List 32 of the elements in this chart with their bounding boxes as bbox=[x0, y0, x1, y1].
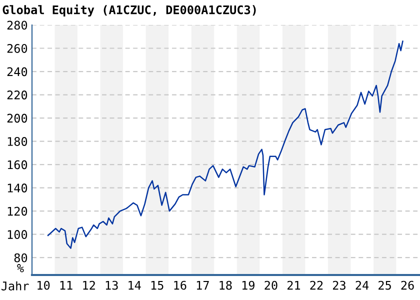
y-tick-label: 80 bbox=[14, 253, 28, 262]
x-tick-label: 19 bbox=[242, 280, 254, 290]
x-tick-label: 18 bbox=[220, 280, 232, 290]
x-axis-title: Jahr bbox=[1, 281, 29, 290]
x-tick-label: 15 bbox=[151, 280, 164, 290]
chart-title: Global Equity (A1CZUC, DE000A1CZUC3) bbox=[2, 4, 256, 17]
y-tick-label: 160 bbox=[8, 160, 28, 170]
y-axis-title: % bbox=[17, 264, 24, 272]
x-tick-label: 16 bbox=[174, 280, 186, 290]
x-tick-label: 14 bbox=[128, 280, 141, 290]
line-series bbox=[47, 40, 404, 249]
x-tick-label: 11 bbox=[60, 280, 72, 290]
x-tick-label: 21 bbox=[287, 280, 300, 290]
x-tick-label: 12 bbox=[83, 280, 95, 290]
x-tick-label: 24 bbox=[356, 280, 369, 290]
y-tick-label: 140 bbox=[8, 184, 28, 192]
x-tick-label: 13 bbox=[106, 280, 118, 290]
y-tick-label: 100 bbox=[8, 230, 28, 239]
x-tick-label: 26 bbox=[401, 280, 414, 290]
x-tick-label: 17 bbox=[196, 280, 209, 290]
x-tick-label: 10 bbox=[38, 280, 50, 290]
y-tick-label: 200 bbox=[7, 114, 28, 123]
y-tick-label: 120 bbox=[8, 206, 28, 216]
y-tick-label: 240 bbox=[7, 67, 28, 76]
y-tick-label: 220 bbox=[7, 90, 28, 100]
x-tick-label: 25 bbox=[378, 280, 391, 290]
x-tick-label: 20 bbox=[264, 280, 278, 290]
x-tick-label: 22 bbox=[310, 280, 323, 290]
y-tick-label: 260 bbox=[7, 44, 28, 53]
y-tick-label: 280 bbox=[7, 20, 28, 30]
y-tick-label: 180 bbox=[8, 137, 28, 146]
x-tick-label: 23 bbox=[332, 280, 346, 290]
